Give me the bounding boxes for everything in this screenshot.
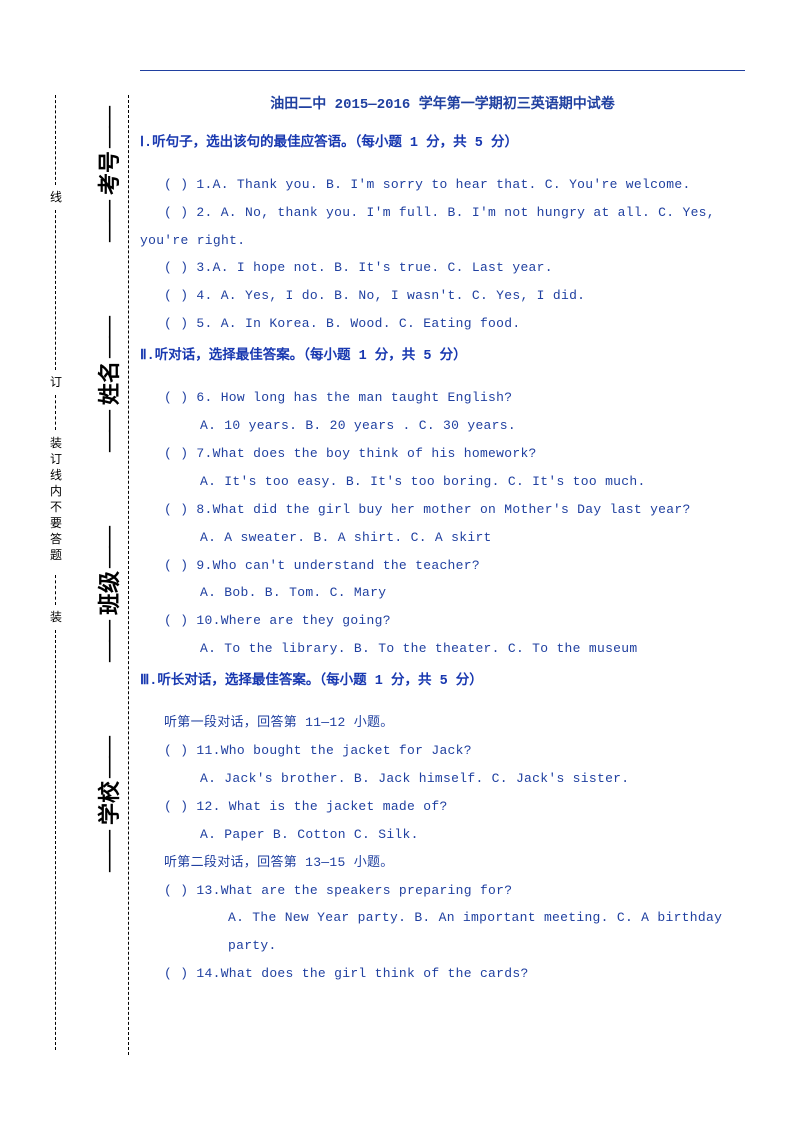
seal-dash (55, 95, 56, 185)
answer-line: A. To the library. B. To the theater. C.… (140, 635, 745, 663)
page-content: 油田二中 2015—2016 学年第一学期初三英语期中试卷 Ⅰ.听句子，选出该句… (140, 70, 745, 988)
seal-note: 装 订 线 内 不 要 答 题 (48, 435, 64, 563)
binding-underline: —— (95, 408, 121, 452)
binding-label-group: —— 学校 —— (86, 725, 130, 881)
seal-column: 线 订 装 订 线 内 不 要 答 题 装 (48, 95, 66, 1055)
exam-body: Ⅰ.听句子，选出该句的最佳应答语。（每小题 1 分，共 5 分） ( ) 1.A… (140, 131, 745, 988)
section-header: Ⅲ.听长对话，选择最佳答案。（每小题 1 分，共 5 分） (140, 669, 745, 695)
question-line: ( ) 2. A. No, thank you. I'm full. B. I'… (140, 199, 745, 227)
top-horizontal-rule (140, 70, 745, 71)
seal-dash (55, 630, 56, 1050)
seal-dash (55, 395, 56, 430)
answer-line: A. Bob. B. Tom. C. Mary (140, 579, 745, 607)
section-header: Ⅰ.听句子，选出该句的最佳应答语。（每小题 1 分，共 5 分） (140, 131, 745, 157)
question-line: ( ) 11.Who bought the jacket for Jack? (140, 737, 745, 765)
question-line: ( ) 4. A. Yes, I do. B. No, I wasn't. C.… (140, 282, 745, 310)
seal-char: 线 (48, 190, 64, 204)
binding-underline: —— (95, 104, 121, 148)
question-line: ( ) 9.Who can't understand the teacher? (140, 552, 745, 580)
answer-line: party. (140, 932, 745, 960)
question-line: you're right. (140, 227, 745, 255)
binding-labels: —— 考号 —— —— 姓名 —— —— 班级 —— —— 学校 —— (86, 85, 116, 1065)
question-line: ( ) 12. What is the jacket made of? (140, 793, 745, 821)
binding-label-group: —— 考号 —— (86, 95, 130, 251)
binding-underline: —— (95, 734, 121, 778)
answer-line: A. Paper B. Cotton C. Silk. (140, 821, 745, 849)
question-line: ( ) 3.A. I hope not. B. It's true. C. La… (140, 254, 745, 282)
question-line: ( ) 13.What are the speakers preparing f… (140, 877, 745, 905)
binding-underline: —— (95, 524, 121, 568)
section-note: 听第二段对话，回答第 13—15 小题。 (140, 849, 745, 877)
seal-dash (55, 575, 56, 605)
seal-char: 订 (48, 375, 64, 389)
binding-label: 姓名 (92, 361, 124, 405)
question-line: ( ) 6. How long has the man taught Engli… (140, 384, 745, 412)
question-line: ( ) 10.Where are they going? (140, 607, 745, 635)
binding-underline: —— (95, 314, 121, 358)
binding-label: 班级 (92, 571, 124, 615)
binding-label: 学校 (92, 781, 124, 825)
answer-line: A. It's too easy. B. It's too boring. C.… (140, 468, 745, 496)
binding-underline: —— (95, 618, 121, 662)
binding-underline: —— (95, 198, 121, 242)
question-line: ( ) 1.A. Thank you. B. I'm sorry to hear… (140, 171, 745, 199)
answer-line: A. 10 years. B. 20 years . C. 30 years. (140, 412, 745, 440)
section-header: Ⅱ.听对话，选择最佳答案。（每小题 1 分，共 5 分） (140, 344, 745, 370)
section-note: 听第一段对话，回答第 11—12 小题。 (140, 709, 745, 737)
question-line: ( ) 8.What did the girl buy her mother o… (140, 496, 745, 524)
question-line: ( ) 14.What does the girl think of the c… (140, 960, 745, 988)
seal-dash (55, 210, 56, 370)
binding-margin: 线 订 装 订 线 内 不 要 答 题 装 —— 考号 —— —— 姓名 —— … (38, 95, 128, 1055)
answer-line: A. The New Year party. B. An important m… (140, 904, 745, 932)
seal-char: 装 (48, 610, 64, 624)
binding-label-group: —— 班级 —— (86, 515, 130, 671)
exam-title: 油田二中 2015—2016 学年第一学期初三英语期中试卷 (140, 93, 745, 113)
question-line: ( ) 5. A. In Korea. B. Wood. C. Eating f… (140, 310, 745, 338)
binding-underline: —— (95, 828, 121, 872)
binding-label-group: —— 姓名 —— (86, 305, 130, 461)
binding-label: 考号 (92, 151, 124, 195)
answer-line: A. Jack's brother. B. Jack himself. C. J… (140, 765, 745, 793)
answer-line: A. A sweater. B. A shirt. C. A skirt (140, 524, 745, 552)
question-line: ( ) 7.What does the boy think of his hom… (140, 440, 745, 468)
